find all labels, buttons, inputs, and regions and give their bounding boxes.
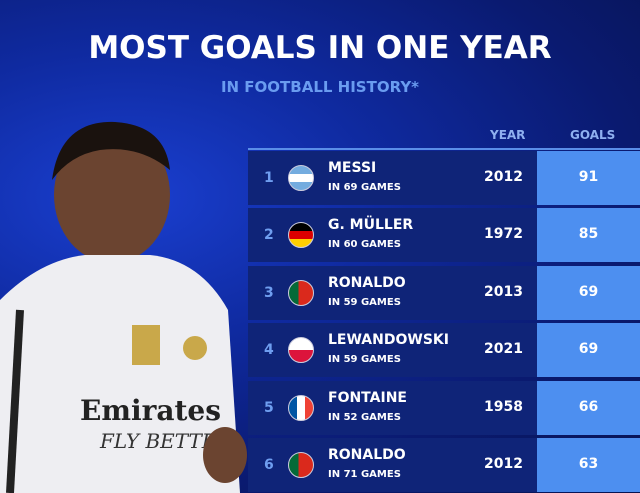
year: 2013 bbox=[484, 284, 523, 300]
table-row: 5 FONTAINE IN 52 GAMES 1958 66 bbox=[248, 381, 640, 435]
games-count: IN 71 GAMES bbox=[328, 469, 401, 480]
goals-value: 66 bbox=[578, 399, 599, 415]
player-hand bbox=[203, 427, 247, 483]
goals-value: 63 bbox=[578, 456, 599, 472]
year: 2012 bbox=[484, 169, 523, 185]
germany-flag-icon bbox=[288, 222, 314, 248]
svg-text:Emirates: Emirates bbox=[80, 394, 221, 427]
games-count: IN 60 GAMES bbox=[328, 239, 401, 250]
player-head bbox=[54, 127, 170, 263]
header-divider bbox=[248, 148, 640, 150]
games-count: IN 52 GAMES bbox=[328, 412, 401, 423]
goals-value: 85 bbox=[578, 226, 599, 242]
rank: 2 bbox=[264, 227, 274, 243]
year: 1972 bbox=[484, 226, 523, 242]
portugal-flag-icon bbox=[288, 280, 314, 306]
player-name: RONALDO bbox=[328, 275, 406, 291]
header-year: YEAR bbox=[490, 128, 526, 142]
crest-icon bbox=[132, 325, 160, 365]
rank: 4 bbox=[264, 342, 274, 358]
goals-cell bbox=[537, 266, 640, 320]
header-goals: GOALS bbox=[570, 128, 616, 142]
year: 2012 bbox=[484, 456, 523, 472]
year: 2021 bbox=[484, 341, 523, 357]
player-name: FONTAINE bbox=[328, 390, 407, 406]
rank: 6 bbox=[264, 457, 274, 473]
table-row: 6 RONALDO IN 71 GAMES 2012 63 bbox=[248, 438, 640, 492]
portugal-flag-icon bbox=[288, 452, 314, 478]
player-name: RONALDO bbox=[328, 447, 406, 463]
table-row: 3 RONALDO IN 59 GAMES 2013 69 bbox=[248, 266, 640, 320]
club-badge-icon bbox=[183, 336, 207, 360]
svg-text:FLY BETTE: FLY BETTE bbox=[99, 429, 217, 453]
goals-cell bbox=[537, 381, 640, 435]
player-name: MESSI bbox=[328, 160, 377, 176]
year: 1958 bbox=[484, 399, 523, 415]
goals-cell bbox=[537, 323, 640, 377]
player-hair bbox=[52, 121, 170, 180]
goals-cell bbox=[537, 208, 640, 262]
goals-value: 69 bbox=[578, 284, 599, 300]
goals-value: 91 bbox=[578, 169, 599, 185]
player-photo: Emirates FLY BETTE bbox=[0, 121, 247, 493]
goals-cell bbox=[537, 151, 640, 205]
player-name: G. MÜLLER bbox=[328, 217, 414, 233]
argentina-flag-icon bbox=[288, 165, 314, 191]
games-count: IN 59 GAMES bbox=[328, 354, 401, 365]
games-count: IN 69 GAMES bbox=[328, 182, 401, 193]
games-count: IN 59 GAMES bbox=[328, 297, 401, 308]
subtitle: IN FOOTBALL HISTORY* bbox=[220, 78, 420, 96]
rank: 1 bbox=[264, 170, 274, 186]
rank: 3 bbox=[264, 285, 274, 301]
player-name: LEWANDOWSKI bbox=[328, 332, 449, 348]
table-row: 4 LEWANDOWSKI IN 59 GAMES 2021 69 bbox=[248, 323, 640, 377]
page-title: MOST GOALS IN ONE YEAR bbox=[88, 30, 552, 66]
table-row: 2 G. MÜLLER IN 60 GAMES 1972 85 bbox=[248, 208, 640, 262]
table-row: 1 MESSI IN 69 GAMES 2012 91 bbox=[248, 151, 640, 205]
goals-cell bbox=[537, 438, 640, 492]
france-flag-icon bbox=[288, 395, 314, 421]
rank: 5 bbox=[264, 400, 274, 416]
poland-flag-icon bbox=[288, 337, 314, 363]
player-jersey bbox=[0, 255, 240, 493]
goals-value: 69 bbox=[578, 341, 599, 357]
